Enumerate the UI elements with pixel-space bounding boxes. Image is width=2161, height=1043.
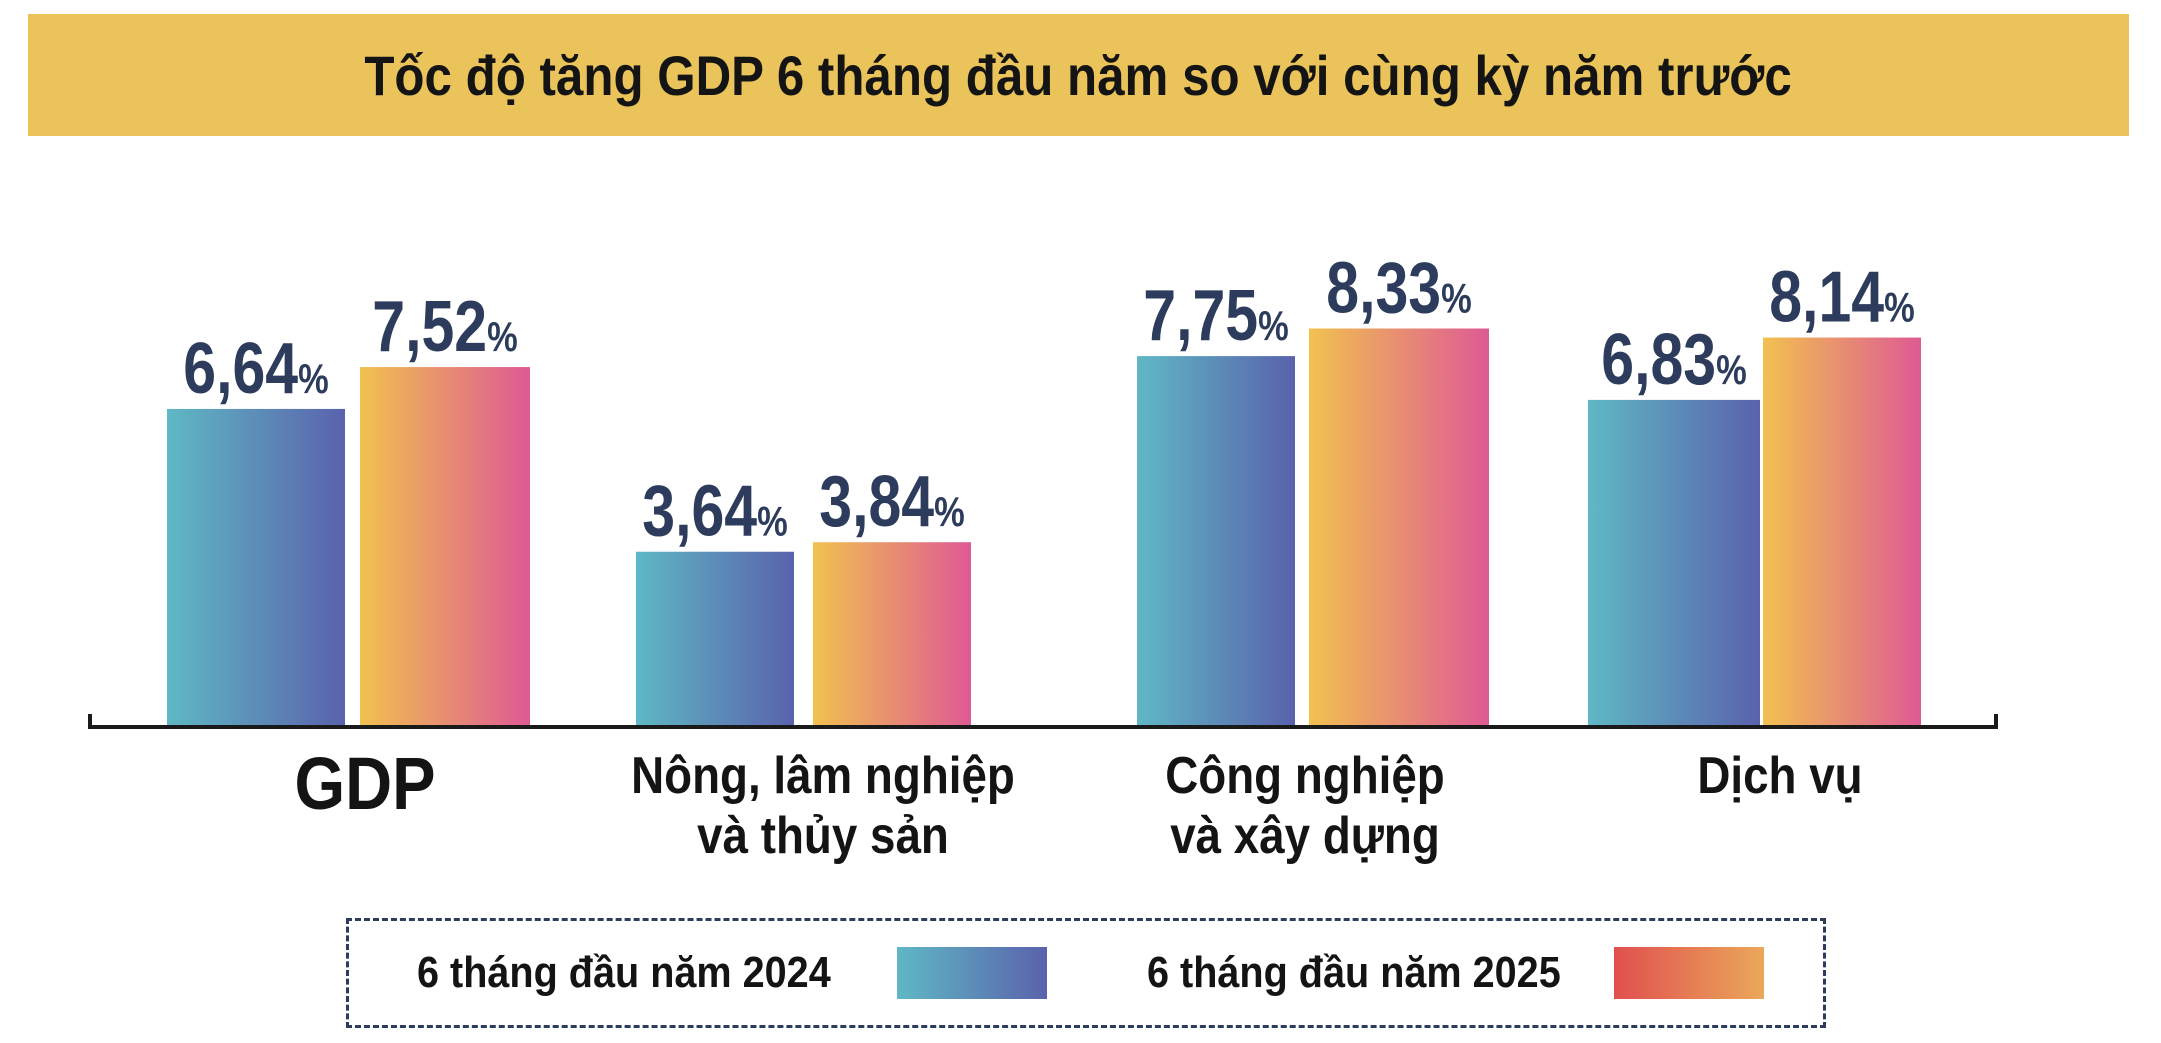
bar-2025-cat-0 bbox=[360, 367, 530, 725]
legend: 6 tháng đầu năm 2024 6 tháng đầu năm 202… bbox=[346, 918, 1826, 1028]
category-label-2-line-0: Công nghiệp bbox=[1165, 747, 1445, 804]
bar-2025-cat-3 bbox=[1763, 337, 1921, 725]
value-label-2024-cat-0: 6,64% bbox=[183, 327, 329, 408]
chart-title-banner: Tốc độ tăng GDP 6 tháng đầu năm so với c… bbox=[28, 14, 2129, 136]
bar-2024-cat-0 bbox=[167, 408, 345, 725]
category-label-3-line-0: Dịch vụ bbox=[1697, 747, 1862, 804]
legend-item-2024: 6 tháng đầu năm 2024 bbox=[417, 921, 877, 1025]
legend-item-2025: 6 tháng đầu năm 2025 bbox=[1147, 921, 1607, 1025]
value-label-2025-cat-3: 8,14% bbox=[1769, 256, 1915, 337]
bar-2025-cat-2 bbox=[1309, 328, 1489, 725]
value-label-2024-cat-1: 3,64% bbox=[642, 470, 788, 551]
category-label-0-line-0: GDP bbox=[294, 742, 435, 825]
category-label-1-line-0: Nông, lâm nghiệp bbox=[631, 747, 1015, 804]
value-label-2025-cat-0: 7,52% bbox=[372, 285, 518, 366]
value-label-2025-cat-2: 8,33% bbox=[1326, 247, 1472, 328]
bar-2024-cat-1 bbox=[636, 551, 794, 725]
chart-title: Tốc độ tăng GDP 6 tháng đầu năm so với c… bbox=[364, 43, 1793, 107]
bar-2025-cat-1 bbox=[813, 542, 971, 725]
category-label-1-line-1: và thủy sản bbox=[697, 807, 949, 864]
value-label-2025-cat-1: 3,84% bbox=[819, 461, 965, 542]
legend-swatch-2024 bbox=[897, 947, 1047, 999]
value-label-2024-cat-3: 6,83% bbox=[1601, 318, 1747, 399]
category-label-2-line-1: và xây dựng bbox=[1170, 807, 1440, 864]
legend-label-2025: 6 tháng đầu năm 2025 bbox=[1147, 948, 1561, 997]
legend-label-2024: 6 tháng đầu năm 2024 bbox=[417, 948, 831, 997]
value-label-2024-cat-2: 7,75% bbox=[1143, 274, 1289, 355]
bar-2024-cat-3 bbox=[1588, 399, 1760, 725]
bar-2024-cat-2 bbox=[1137, 356, 1295, 725]
legend-swatch-2025 bbox=[1614, 947, 1764, 999]
